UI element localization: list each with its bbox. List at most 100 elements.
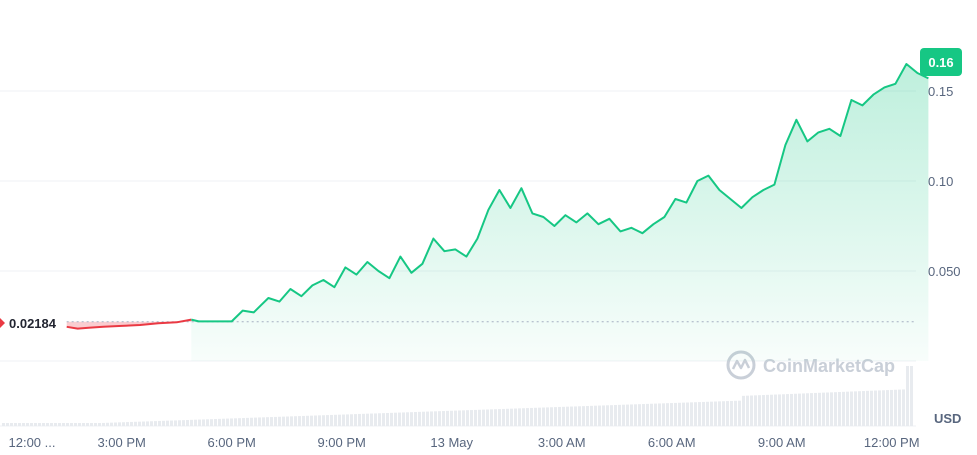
volume-bar: [370, 413, 373, 426]
volume-bar: [770, 394, 773, 426]
volume-bar: [26, 423, 29, 426]
volume-bar: [670, 403, 673, 426]
volume-bar: [382, 413, 385, 426]
volume-bar: [534, 407, 537, 426]
volume-bar: [42, 423, 45, 426]
volume-bar: [438, 411, 441, 426]
volume-bar: [858, 391, 861, 426]
volume-bar: [122, 422, 125, 426]
x-tick-label: 3:00 AM: [538, 435, 586, 450]
volume-bar: [486, 409, 489, 426]
volume-bar: [362, 413, 365, 426]
volume-bar: [746, 395, 749, 426]
volume-bar: [786, 394, 789, 426]
volume-bar: [626, 404, 629, 426]
volume-bar: [562, 406, 565, 426]
volume-bar: [794, 393, 797, 426]
volume-bar: [806, 393, 809, 426]
volume-bar: [118, 422, 121, 426]
volume-bar: [422, 411, 425, 426]
volume-bar: [478, 409, 481, 426]
volume-bar: [686, 402, 689, 426]
y-axis: 0.15 0.10 0.050: [928, 84, 961, 279]
volume-bar: [586, 405, 589, 426]
volume-bar: [454, 410, 457, 426]
volume-bar: [466, 410, 469, 426]
volume-bar: [390, 412, 393, 426]
volume-bar: [198, 419, 201, 426]
volume-bar: [358, 413, 361, 426]
volume-bar: [750, 395, 753, 426]
volume-bar: [350, 414, 353, 426]
volume-bar: [298, 416, 301, 426]
currency-unit: USD: [934, 411, 961, 426]
volume-bar: [18, 423, 21, 426]
volume-bar: [638, 404, 641, 426]
volume-bar: [162, 420, 165, 426]
volume-bar: [606, 405, 609, 426]
x-tick-label: 12:00 PM: [864, 435, 920, 450]
volume-bar: [166, 420, 169, 426]
volume-bar: [718, 401, 721, 426]
volume-bar: [214, 419, 217, 426]
volume-bar: [150, 421, 153, 426]
volume-bar: [682, 402, 685, 426]
volume-bar: [230, 418, 233, 426]
volume-bar: [590, 405, 593, 426]
volume-bar: [702, 401, 705, 426]
volume-bar: [850, 391, 853, 426]
volume-bar: [338, 414, 341, 426]
x-tick-label: 6:00 PM: [207, 435, 255, 450]
current-price-badge: 0.16: [920, 48, 962, 76]
volume-bar: [642, 404, 645, 426]
volume-bar: [554, 407, 557, 426]
volume-bar: [378, 413, 381, 426]
volume-bar: [234, 418, 237, 426]
volume-bar: [310, 415, 313, 426]
volume-bar: [34, 423, 37, 426]
volume-bar: [722, 401, 725, 426]
volume-bar: [346, 414, 349, 426]
volume-bar: [142, 421, 145, 426]
volume-bar: [594, 405, 597, 426]
volume-bar: [898, 389, 901, 426]
volume-bar: [834, 392, 837, 426]
volume-bar: [330, 414, 333, 426]
x-tick-label: 6:00 AM: [648, 435, 696, 450]
volume-bar: [610, 405, 613, 426]
volume-bar: [194, 419, 197, 426]
volume-bar: [238, 418, 241, 426]
volume-bar: [58, 423, 61, 426]
y-tick-label: 0.15: [928, 84, 953, 99]
volume-bar: [414, 412, 417, 426]
volume-bar: [54, 423, 57, 426]
volume-bar: [98, 423, 101, 426]
volume-bar: [398, 412, 401, 426]
volume-bar: [342, 414, 345, 426]
volume-bar: [866, 390, 869, 426]
volume-bar: [178, 420, 181, 426]
volume-bar: [458, 410, 461, 426]
volume-bar: [802, 393, 805, 426]
volume-bar: [278, 416, 281, 426]
volume-bar: [830, 392, 833, 426]
volume-bar: [650, 403, 653, 426]
x-tick-label: 9:00 PM: [317, 435, 365, 450]
volume-bar: [762, 395, 765, 426]
volume-bar: [698, 402, 701, 426]
volume-bar: [550, 407, 553, 426]
current-price-value: 0.16: [928, 55, 953, 70]
volume-bar: [758, 395, 761, 426]
volume-bar: [430, 411, 433, 426]
volume-bar: [86, 423, 89, 426]
baseline-value: 0.02184: [9, 316, 57, 331]
volume-bar: [190, 419, 193, 426]
volume-bar: [482, 409, 485, 426]
volume-bar: [694, 402, 697, 426]
volume-bar: [10, 423, 13, 426]
volume-bar: [894, 389, 897, 426]
volume-bar: [78, 423, 81, 426]
volume-bar: [314, 415, 317, 426]
volume-bar: [538, 407, 541, 426]
volume-bar: [6, 423, 9, 426]
